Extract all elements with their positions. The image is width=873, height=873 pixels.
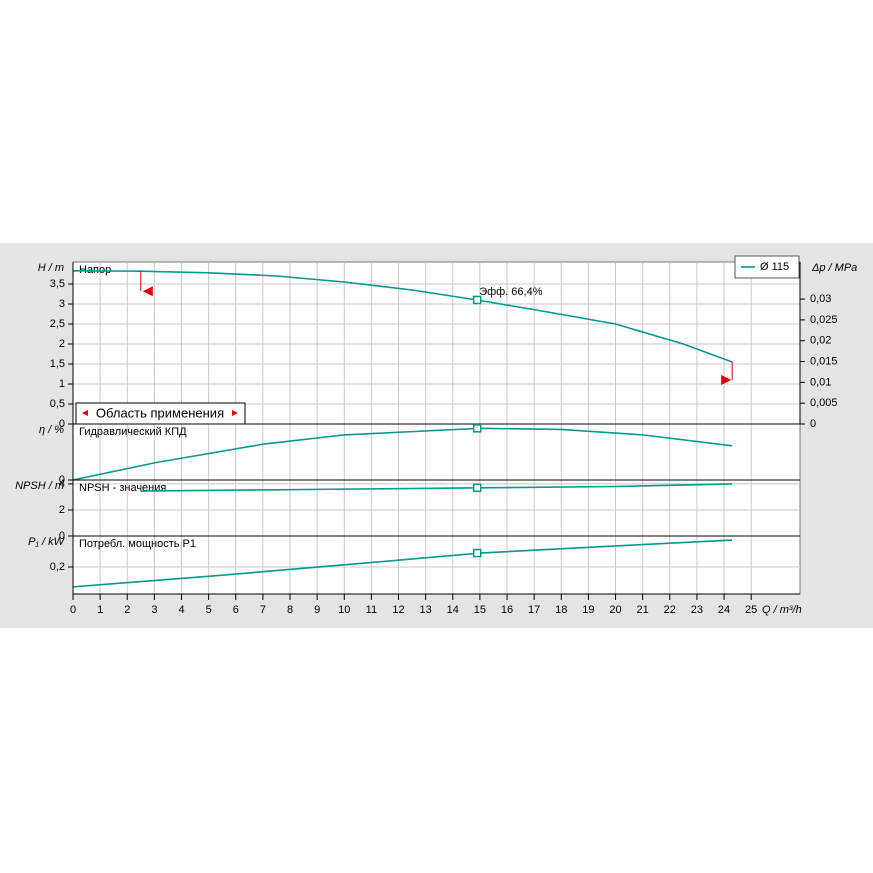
curve (72, 270, 733, 363)
x-tick-label: 16 (501, 604, 513, 616)
y-tick-label: 3 (59, 298, 65, 310)
x-tick-label: 7 (260, 604, 266, 616)
panel-title: Потребл. мощность P1 (79, 538, 196, 550)
range-label: Область применения (96, 405, 224, 420)
y-tick-label: 0 (59, 418, 65, 430)
range-marker (142, 286, 153, 297)
range-arrow (82, 410, 88, 416)
x-tick-label: 21 (637, 604, 649, 616)
panel-title: NPSH - значения (79, 482, 166, 494)
x-tick-label: 23 (691, 604, 703, 616)
x-tick-label: 10 (338, 604, 350, 616)
y-tick-label: 2 (59, 338, 65, 350)
duty-point (472, 548, 482, 558)
x-tick-label: 5 (206, 604, 212, 616)
duty-point (472, 295, 482, 305)
y-tick-label: 2 (59, 504, 65, 516)
x-tick-label: 12 (392, 604, 404, 616)
duty-point (472, 483, 482, 493)
range-arrow (232, 410, 238, 416)
y-axis-label: H / m (38, 262, 64, 274)
y-tick-label: 0 (59, 474, 65, 486)
y-axis-label: η / % (39, 424, 64, 436)
x-tick-label: 11 (366, 604, 377, 616)
x-tick-label: 19 (582, 604, 594, 616)
plot-area (72, 261, 801, 595)
y2-tick-label: 0,025 (810, 314, 838, 326)
duty-point (472, 424, 482, 433)
x-tick-label: 22 (664, 604, 676, 616)
x-tick-label: 25 (745, 604, 757, 616)
x-tick-label: 9 (314, 604, 320, 616)
range-marker (721, 375, 732, 385)
legend-box (734, 255, 800, 279)
y2-tick-label: 0,03 (810, 293, 831, 305)
x-tick-label: 13 (420, 604, 432, 616)
x-tick-label: 8 (287, 604, 293, 616)
y2-tick-label: 0,015 (810, 355, 838, 367)
x-tick-label: 20 (609, 604, 621, 616)
panel-title: Напор (79, 264, 111, 276)
x-tick-label: 15 (474, 604, 486, 616)
x-tick-label: 24 (718, 604, 730, 616)
x-tick-label: 1 (97, 604, 103, 616)
x-tick-label: 18 (555, 604, 567, 616)
y2-axis-label: Δp / MPa (811, 262, 857, 274)
panel-title: Гидравлический КПД (79, 426, 187, 438)
y-axis-label: P₁ / kW (28, 536, 65, 548)
x-axis-label: Q / m³/h (762, 604, 802, 616)
x-tick-label: 14 (447, 604, 459, 616)
x-tick-label: 4 (178, 604, 184, 616)
y2-tick-label: 0,02 (810, 335, 831, 347)
x-tick-label: 3 (151, 604, 157, 616)
y-axis-label: NPSH / m (15, 480, 64, 492)
x-tick-label: 0 (70, 604, 76, 616)
y-tick-label: 0 (59, 530, 65, 542)
legend-label: Ø 115 (760, 261, 789, 273)
x-tick-label: 6 (233, 604, 239, 616)
x-tick-label: 2 (124, 604, 130, 616)
y2-tick-label: 0,01 (810, 376, 831, 388)
y-tick-label: 1,5 (50, 358, 65, 370)
y-tick-label: 3,5 (50, 278, 65, 290)
y-tick-label: 2,5 (50, 318, 65, 330)
y2-tick-label: 0,005 (810, 397, 838, 409)
y-tick-label: 0,5 (50, 398, 65, 410)
y-tick-label: 4 (59, 478, 65, 490)
curve (72, 427, 733, 481)
y2-tick-label: 0 (810, 418, 816, 430)
y-tick-label: 1 (59, 378, 65, 390)
x-tick-label: 17 (528, 604, 540, 616)
curve (72, 539, 733, 588)
annotation: Эфф. 66,4% (479, 286, 543, 298)
y-tick-label: 0,2 (50, 561, 65, 573)
